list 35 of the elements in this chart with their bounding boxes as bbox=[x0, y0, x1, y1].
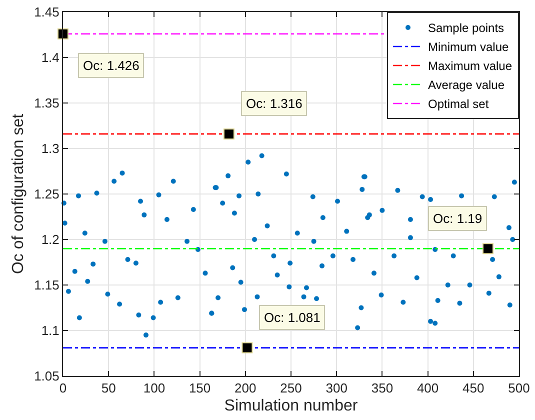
point bbox=[223, 128, 234, 140]
legend-label: Minimum value bbox=[428, 40, 510, 54]
annotation: Oc: 1.426 bbox=[83, 58, 140, 73]
x-tick-label: 400 bbox=[416, 380, 439, 396]
legend-label: Optimal set bbox=[428, 97, 490, 112]
point bbox=[482, 243, 494, 254]
point bbox=[58, 28, 68, 40]
y-tick-label: 1.4 bbox=[41, 50, 60, 66]
x-tick-label: 0 bbox=[59, 380, 67, 396]
y-tick-label: 1.3 bbox=[41, 141, 60, 156]
legend-label: Maximum value bbox=[428, 59, 512, 74]
x-tick-label: 350 bbox=[371, 380, 394, 396]
x-tick-label: 500 bbox=[508, 380, 530, 396]
point bbox=[242, 342, 253, 354]
x-tick-label: 100 bbox=[143, 380, 166, 396]
y-tick-label: 1.45 bbox=[34, 4, 60, 20]
x-tick-label: 200 bbox=[234, 380, 256, 396]
y-tick-label: 1.35 bbox=[34, 96, 60, 111]
legend-label: Average value bbox=[428, 78, 505, 92]
y-tick-label: 1.1 bbox=[41, 323, 60, 338]
annotation: Oc: 1.19 bbox=[433, 211, 482, 226]
x-tick-label: 300 bbox=[326, 380, 348, 396]
x-tick-label: 150 bbox=[188, 380, 211, 396]
legend-label: Sample points bbox=[428, 21, 504, 36]
y-tick-label: 1.25 bbox=[34, 186, 60, 202]
annotation: Oc: 1.081 bbox=[264, 310, 320, 325]
annotation: Oc: 1.316 bbox=[246, 96, 302, 111]
x-tick-label: 250 bbox=[280, 380, 302, 396]
y-tick-label: 1.15 bbox=[34, 278, 60, 293]
y-tick-label: 1.05 bbox=[34, 368, 60, 384]
x-axis-title: Simulation number bbox=[224, 397, 358, 414]
y-axis-title: Oc of configuration set bbox=[10, 113, 27, 274]
x-tick-label: 50 bbox=[101, 380, 116, 396]
y-tick-label: 1.2 bbox=[41, 232, 60, 248]
x-tick-label: 450 bbox=[462, 380, 484, 396]
